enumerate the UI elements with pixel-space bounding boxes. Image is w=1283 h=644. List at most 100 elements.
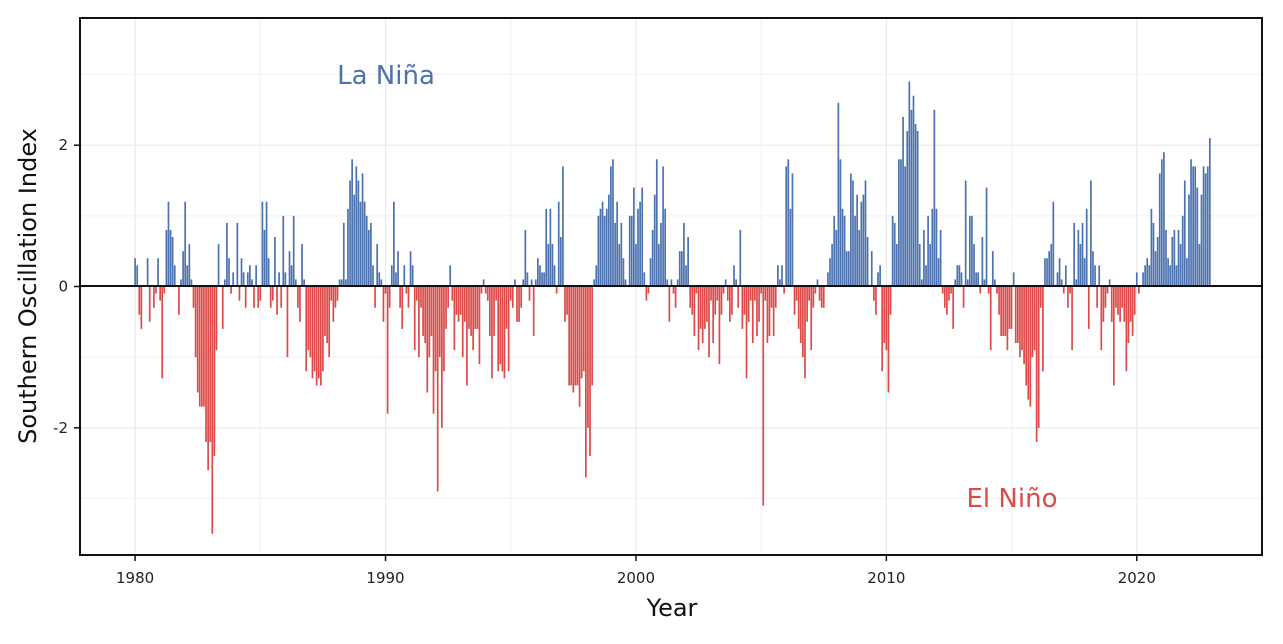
bar-positive	[363, 201, 366, 287]
bar-positive	[776, 265, 779, 287]
bar-negative	[432, 286, 435, 414]
bar-negative	[434, 286, 437, 372]
bar-positive	[190, 279, 193, 287]
bar-negative	[762, 286, 765, 506]
bar-negative	[207, 286, 209, 471]
bar-positive	[891, 215, 894, 287]
bar-negative	[463, 286, 466, 322]
bar-negative	[758, 286, 760, 322]
bar-negative	[818, 286, 821, 301]
bar-positive	[136, 265, 139, 287]
bar-negative	[591, 286, 593, 386]
bar-positive	[858, 229, 861, 287]
bar-positive	[994, 279, 996, 287]
bar-negative	[209, 286, 212, 442]
bar-positive	[687, 237, 689, 287]
bar-positive	[370, 222, 372, 287]
bar-positive	[981, 237, 984, 287]
bar-negative	[441, 286, 443, 428]
bar-positive	[1183, 180, 1186, 287]
bar-positive	[167, 201, 170, 287]
bar-negative	[718, 286, 721, 365]
y-tick-label: 0	[58, 278, 68, 296]
bar-negative	[507, 286, 510, 372]
bar-negative	[728, 286, 731, 322]
la-nina-annotation: La Niña	[337, 61, 435, 91]
bar-positive	[357, 180, 360, 287]
bar-negative	[491, 286, 493, 379]
bar-negative	[712, 286, 715, 344]
bar-negative	[305, 286, 308, 372]
bar-negative	[455, 286, 458, 315]
bar-negative	[1069, 286, 1071, 294]
bar-negative	[1112, 286, 1115, 386]
bar-negative	[714, 286, 717, 315]
bar-negative	[198, 286, 201, 407]
bar-negative	[1119, 286, 1121, 322]
bar-positive	[1188, 194, 1190, 287]
bar-positive	[833, 215, 836, 287]
bar-negative	[426, 286, 429, 393]
bar-positive	[1208, 138, 1211, 287]
bar-positive	[165, 229, 168, 287]
bar-negative	[1100, 286, 1103, 351]
bar-negative	[743, 286, 746, 315]
bar-negative	[138, 286, 141, 315]
bar-positive	[338, 279, 341, 287]
bar-negative	[468, 286, 470, 329]
bar-negative	[706, 286, 708, 322]
bar-positive	[1148, 265, 1151, 287]
bar-negative	[1019, 286, 1021, 358]
bar-positive	[983, 279, 986, 287]
bar-positive	[739, 229, 742, 287]
bar-positive	[549, 208, 552, 287]
bar-negative	[950, 286, 952, 294]
bar-negative	[751, 286, 754, 344]
bar-negative	[645, 286, 648, 301]
bar-negative	[795, 286, 798, 301]
bar-negative	[474, 286, 477, 329]
bar-positive	[1098, 265, 1101, 287]
bar-positive	[791, 173, 794, 287]
bar-negative	[313, 286, 316, 372]
bar-positive	[365, 215, 368, 287]
bar-negative	[1131, 286, 1134, 336]
bar-positive	[1156, 237, 1159, 287]
bar-positive	[879, 265, 881, 287]
bar-positive	[351, 159, 353, 287]
bar-positive	[284, 272, 287, 287]
bar-negative	[384, 286, 387, 294]
bar-positive	[678, 251, 681, 287]
bar-positive	[597, 215, 600, 287]
bar-positive	[292, 215, 295, 287]
bar-positive	[255, 265, 257, 287]
bar-positive	[601, 201, 604, 287]
bar-negative	[493, 286, 495, 336]
bar-negative	[946, 286, 948, 315]
bar-negative	[153, 286, 155, 308]
bar-positive	[973, 244, 975, 287]
bar-negative	[1123, 286, 1126, 322]
bar-positive	[1190, 159, 1192, 287]
bar-negative	[495, 286, 497, 301]
bar-negative	[205, 286, 207, 442]
bar-negative	[451, 286, 454, 301]
bar-positive	[171, 237, 174, 287]
y-tick-label: 2	[58, 136, 68, 154]
bar-negative	[943, 286, 946, 308]
bar-positive	[918, 244, 921, 287]
bar-negative	[1027, 286, 1030, 400]
bar-negative	[872, 286, 875, 301]
bar-positive	[278, 272, 280, 287]
bar-positive	[1075, 279, 1078, 287]
bar-positive	[664, 208, 667, 287]
bar-positive	[622, 258, 625, 287]
bar-negative	[812, 286, 815, 308]
bar-positive	[789, 208, 792, 287]
bar-negative	[194, 286, 197, 358]
bar-positive	[1179, 244, 1182, 287]
bar-negative	[413, 286, 416, 351]
bar-positive	[852, 180, 854, 287]
bar-negative	[672, 286, 675, 294]
bar-positive	[923, 229, 925, 287]
